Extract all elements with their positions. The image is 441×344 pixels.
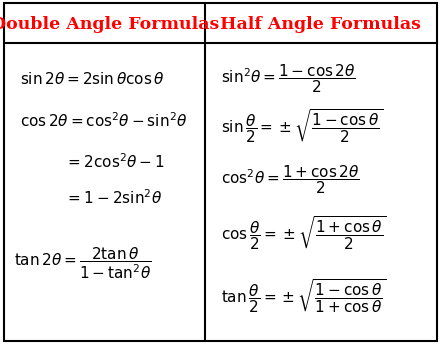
Text: $\tan\dfrac{\theta}{2} = \pm\sqrt{\dfrac{1-\cos\theta}{1+\cos\theta}}$: $\tan\dfrac{\theta}{2} = \pm\sqrt{\dfrac… xyxy=(221,277,387,315)
Text: $\cos^2\!\theta = \dfrac{1+\cos 2\theta}{2}$: $\cos^2\!\theta = \dfrac{1+\cos 2\theta}… xyxy=(221,163,360,196)
Text: $\sin 2\theta = 2\sin\theta\cos\theta$: $\sin 2\theta = 2\sin\theta\cos\theta$ xyxy=(20,71,165,87)
Text: $\cos 2\theta = \cos^2\!\theta - \sin^2\!\theta$: $\cos 2\theta = \cos^2\!\theta - \sin^2\… xyxy=(20,111,188,130)
Text: Half Angle Formulas: Half Angle Formulas xyxy=(220,17,421,33)
Text: $\sin^2\!\theta = \dfrac{1-\cos 2\theta}{2}$: $\sin^2\!\theta = \dfrac{1-\cos 2\theta}… xyxy=(221,62,356,95)
Text: $\tan 2\theta = \dfrac{2\tan\theta}{1-\tan^2\!\theta}$: $\tan 2\theta = \dfrac{2\tan\theta}{1-\t… xyxy=(15,246,152,281)
Text: $= 2\cos^2\!\theta - 1$: $= 2\cos^2\!\theta - 1$ xyxy=(64,153,164,171)
Text: $= 1 - 2\sin^2\!\theta$: $= 1 - 2\sin^2\!\theta$ xyxy=(64,189,162,207)
Text: $\cos\dfrac{\theta}{2} = \pm\sqrt{\dfrac{1+\cos\theta}{2}}$: $\cos\dfrac{\theta}{2} = \pm\sqrt{\dfrac… xyxy=(221,214,387,252)
Text: Double Angle Formulas: Double Angle Formulas xyxy=(0,17,219,33)
Text: $\sin\dfrac{\theta}{2} = \pm\sqrt{\dfrac{1-\cos\theta}{2}}$: $\sin\dfrac{\theta}{2} = \pm\sqrt{\dfrac… xyxy=(221,107,383,145)
